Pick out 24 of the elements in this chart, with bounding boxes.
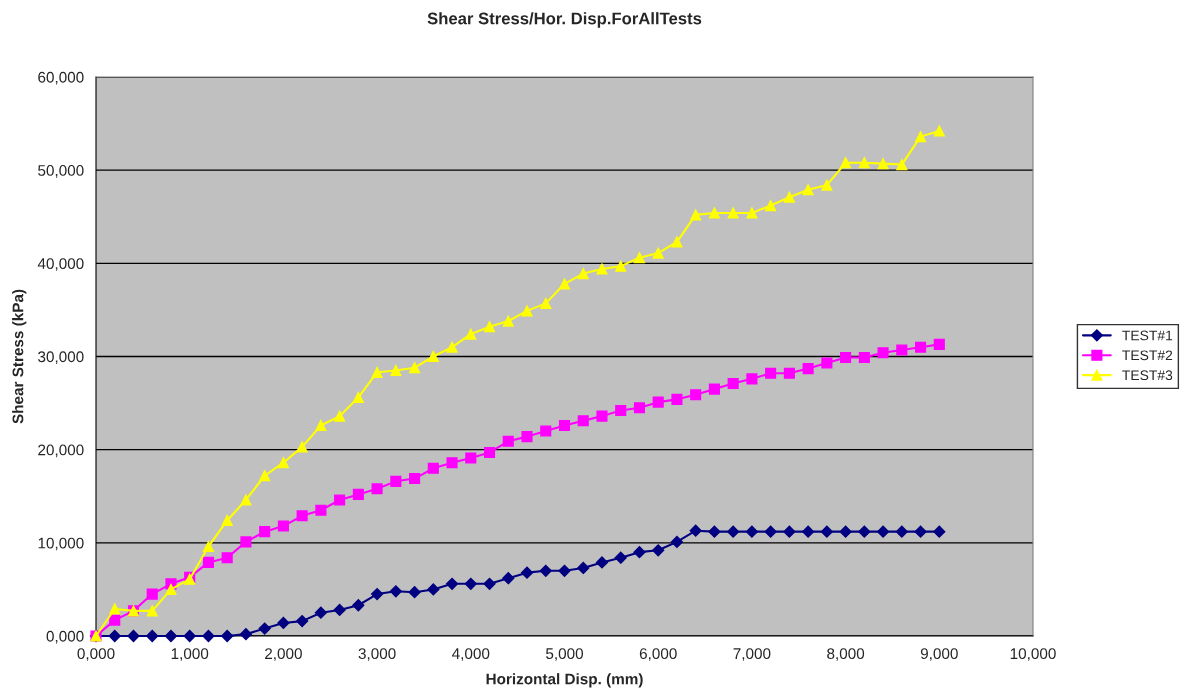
y-tick-label: 60,000 — [38, 71, 84, 85]
x-tick-label: 1,000 — [171, 648, 209, 661]
y-tick-label: 20,000 — [38, 444, 84, 458]
y-tick-label: 40,000 — [37, 258, 84, 271]
x-tick-label: 4,000 — [452, 648, 490, 661]
x-tick-label: 3,000 — [358, 648, 396, 661]
legend-label: TEST#2 — [1122, 350, 1173, 361]
x-tick-label: 10,000 — [1010, 648, 1056, 661]
y-axis-title: Shear Stress (kPa) — [12, 289, 27, 424]
legend-label: TEST#1 — [1122, 330, 1173, 341]
x-tick-label: 6,000 — [639, 648, 677, 661]
x-tick-label: 7,000 — [733, 648, 771, 661]
chart-title: Shear Stress/Hor. Disp.ForAllTests — [427, 12, 702, 28]
y-tick-label: 0,000 — [46, 630, 84, 644]
x-tick-label: 5,000 — [546, 648, 584, 661]
y-tick-label: 30,000 — [38, 351, 84, 364]
x-tick-label: 2,000 — [265, 648, 302, 661]
y-tick-label: 50,000 — [38, 165, 84, 178]
x-tick-label: 9,000 — [920, 648, 958, 661]
legend-label: TEST#3 — [1122, 370, 1173, 381]
x-tick-label: 8,000 — [827, 648, 865, 661]
x-tick-label: 0,000 — [77, 648, 115, 661]
x-axis-title: Horizontal Disp. (mm) — [486, 673, 643, 688]
y-tick-label: 10,000 — [38, 537, 84, 551]
